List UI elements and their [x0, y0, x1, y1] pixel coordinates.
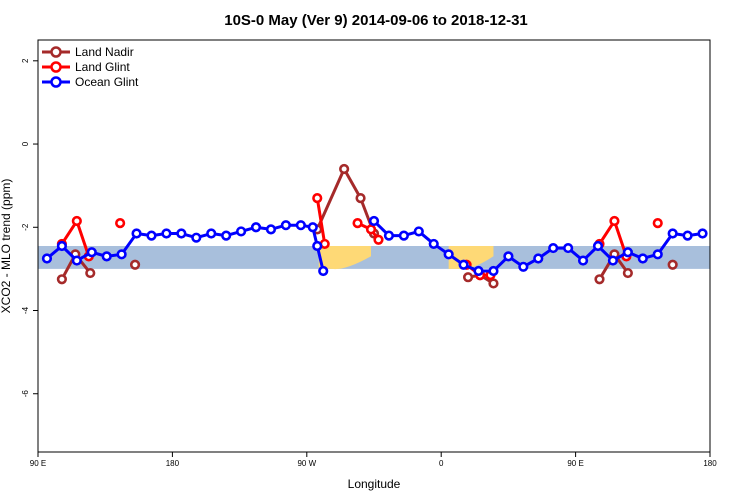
- point-ocean-glint-31: [518, 261, 529, 272]
- point-ocean-glint-42: [682, 230, 693, 241]
- legend-entry-ocean-glint: Ocean Glint: [42, 75, 139, 89]
- legend-marker-land-glint: [50, 61, 62, 73]
- ocean-band-strip: [38, 246, 710, 269]
- x-tick-label-1: 180: [166, 459, 180, 468]
- point-ocean-glint-7: [146, 230, 157, 241]
- point-land-nadir-13: [622, 267, 633, 279]
- legend: Land Nadir Land Glint Ocean Glint: [42, 45, 139, 89]
- point-land-glint-6: [352, 218, 363, 229]
- point-ocean-glint-30: [503, 251, 514, 262]
- y-tick-label-4: -6: [21, 390, 30, 398]
- point-ocean-glint-33: [548, 242, 559, 254]
- point-ocean-glint-26: [443, 249, 454, 260]
- chart-title: 10S-0 May (Ver 9) 2014-09-06 to 2018-12-…: [224, 12, 528, 29]
- series-line-land-glint-2: [315, 197, 327, 245]
- point-ocean-glint-34: [563, 242, 574, 254]
- point-ocean-glint-40: [652, 249, 663, 260]
- x-axis-label: Longitude: [348, 477, 401, 491]
- series-line-land-nadir-2: [315, 167, 376, 235]
- point-ocean-glint-10: [191, 232, 202, 243]
- point-ocean-glint-39: [637, 253, 648, 264]
- point-land-nadir-2: [85, 267, 96, 279]
- legend-label-land-nadir: Land Nadir: [75, 45, 134, 59]
- point-ocean-glint-11: [206, 228, 217, 239]
- axes: 90 E 180 90 W 0 90 E 180 2 0 -2 -4 -6: [21, 58, 717, 468]
- point-ocean-glint-6: [131, 228, 142, 239]
- point-land-nadir-8: [462, 272, 474, 283]
- point-land-glint-3: [115, 218, 126, 229]
- point-ocean-glint-18: [307, 222, 318, 233]
- legend-label-ocean-glint: Ocean Glint: [75, 75, 139, 89]
- point-land-glint-8: [373, 234, 384, 245]
- point-ocean-glint-43: [697, 228, 708, 239]
- point-ocean-glint-2: [71, 255, 82, 266]
- point-ocean-glint-36: [592, 240, 604, 252]
- x-tick-label-4: 90 E: [567, 459, 583, 468]
- point-ocean-glint-4: [101, 251, 112, 262]
- legend-marker-land-nadir: [50, 46, 62, 58]
- x-tick-label-0: 90 E: [30, 459, 46, 468]
- point-land-nadir-0: [56, 274, 67, 285]
- point-ocean-glint-21: [368, 215, 380, 227]
- x-tick-label-3: 0: [439, 459, 444, 468]
- point-ocean-glint-20: [318, 265, 329, 277]
- point-ocean-glint-27: [458, 259, 469, 270]
- point-land-glint-7: [365, 224, 377, 235]
- y-axis-label: XCO2 - MLO trend (ppm): [0, 179, 13, 314]
- point-land-nadir-14: [667, 259, 678, 270]
- point-ocean-glint-22: [383, 230, 395, 241]
- point-ocean-glint-25: [428, 238, 439, 250]
- legend-entry-land-nadir: Land Nadir: [42, 45, 134, 59]
- legend-marker-ocean-glint: [50, 76, 62, 88]
- point-land-glint-4: [312, 193, 323, 204]
- point-ocean-glint-15: [265, 224, 277, 235]
- point-ocean-glint-5: [116, 249, 127, 260]
- point-ocean-glint-38: [622, 247, 633, 258]
- point-land-nadir-11: [594, 274, 605, 285]
- legend-entry-land-glint: Land Glint: [42, 60, 130, 74]
- point-ocean-glint-24: [413, 226, 424, 237]
- point-ocean-glint-1: [56, 240, 67, 252]
- point-ocean-glint-14: [250, 222, 262, 233]
- point-land-glint-15: [652, 218, 663, 229]
- y-tick-label-3: -4: [21, 306, 30, 314]
- point-ocean-glint-13: [235, 226, 247, 237]
- plot-frame: [37, 39, 711, 453]
- point-land-nadir-3: [129, 259, 141, 270]
- y-tick-label-2: -2: [21, 223, 30, 231]
- x-tick-label-5: 180: [703, 459, 717, 468]
- land-patch-0: [318, 246, 372, 270]
- point-land-glint-13: [609, 215, 620, 227]
- point-ocean-glint-8: [161, 228, 172, 239]
- point-ocean-glint-37: [607, 255, 619, 266]
- y-tick-label-1: 0: [21, 141, 30, 146]
- point-land-nadir-10: [488, 278, 499, 289]
- point-ocean-glint-28: [473, 265, 484, 277]
- point-land-nadir-5: [339, 163, 350, 175]
- point-ocean-glint-29: [488, 265, 499, 277]
- point-ocean-glint-0: [41, 253, 53, 264]
- point-land-nadir-6: [355, 193, 366, 204]
- series-layer: [41, 163, 708, 289]
- point-ocean-glint-9: [176, 228, 187, 239]
- legend-label-land-glint: Land Glint: [75, 60, 130, 74]
- point-ocean-glint-23: [398, 230, 409, 241]
- point-ocean-glint-16: [280, 220, 291, 231]
- point-ocean-glint-19: [312, 240, 323, 252]
- series-ocean-glint: [41, 215, 708, 277]
- point-ocean-glint-12: [221, 230, 232, 241]
- point-ocean-glint-32: [533, 253, 544, 264]
- point-land-glint-1: [71, 215, 82, 227]
- point-ocean-glint-17: [295, 220, 306, 231]
- y-tick-label-0: 2: [21, 58, 30, 63]
- x-tick-label-2: 90 W: [297, 459, 316, 468]
- point-ocean-glint-35: [577, 255, 589, 266]
- point-ocean-glint-3: [86, 247, 97, 258]
- point-ocean-glint-41: [667, 228, 678, 239]
